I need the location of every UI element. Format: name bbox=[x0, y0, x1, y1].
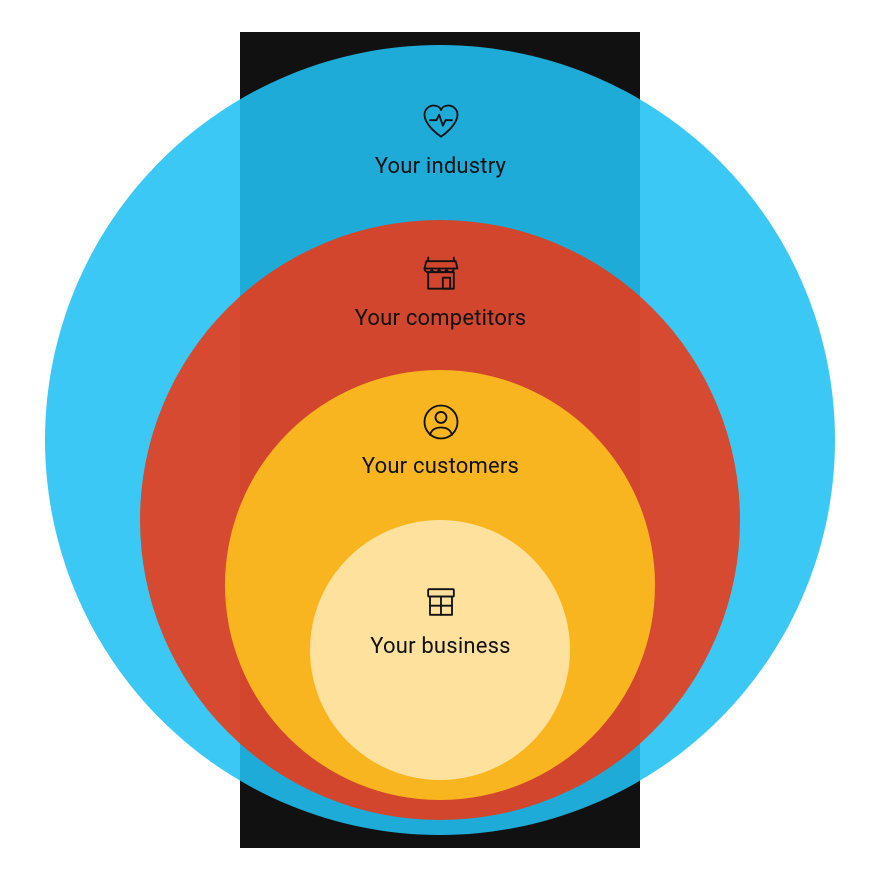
shop-icon bbox=[0, 580, 881, 624]
label-customers: Your customers bbox=[0, 400, 881, 479]
heart-pulse-icon bbox=[0, 100, 881, 144]
label-business: Your business bbox=[0, 580, 881, 659]
user-circle-icon bbox=[0, 400, 881, 444]
ring-label: Your industry bbox=[0, 154, 881, 179]
ring-label: Your competitors bbox=[0, 306, 881, 331]
label-competitors: Your competitors bbox=[0, 252, 881, 331]
ring-label: Your customers bbox=[0, 454, 881, 479]
ring-label: Your business bbox=[0, 634, 881, 659]
label-industry: Your industry bbox=[0, 100, 881, 179]
storefront-icon bbox=[0, 252, 881, 296]
concentric-diagram: Your industry Your competitors Your cust… bbox=[0, 0, 881, 881]
